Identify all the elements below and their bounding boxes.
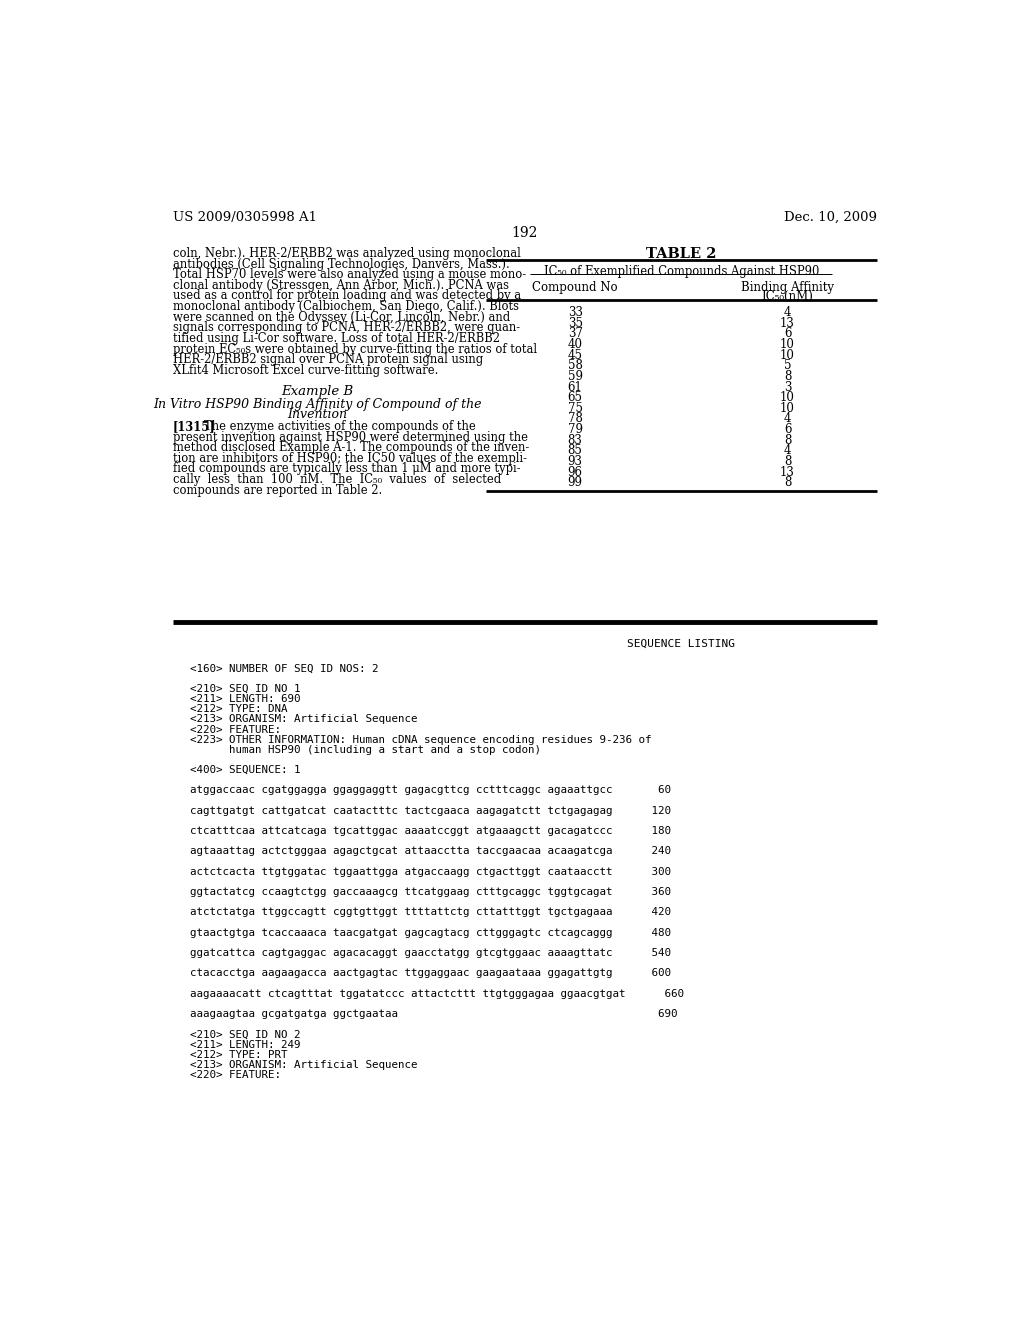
Text: ggatcattca cagtgaggac agacacaggt gaacctatgg gtcgtggaac aaaagttatc      540: ggatcattca cagtgaggac agacacaggt gaaccta… bbox=[190, 948, 671, 958]
Text: Dec. 10, 2009: Dec. 10, 2009 bbox=[783, 211, 877, 224]
Text: 13: 13 bbox=[780, 466, 795, 479]
Text: human HSP90 (including a start and a stop codon): human HSP90 (including a start and a sto… bbox=[190, 744, 541, 755]
Text: HER-2/ERBB2 signal over PCNA protein signal using: HER-2/ERBB2 signal over PCNA protein sig… bbox=[173, 354, 483, 366]
Text: <220> FEATURE:: <220> FEATURE: bbox=[190, 1071, 281, 1080]
Text: aaagaagtaa gcgatgatga ggctgaataa                                        690: aaagaagtaa gcgatgatga ggctgaataa 690 bbox=[190, 1008, 678, 1019]
Text: TABLE 2: TABLE 2 bbox=[646, 247, 717, 261]
Text: clonal antibody (Stressgen, Ann Arbor, Mich.). PCNA was: clonal antibody (Stressgen, Ann Arbor, M… bbox=[173, 279, 509, 292]
Text: IC₅₀ of Exemplified Compounds Against HSP90: IC₅₀ of Exemplified Compounds Against HS… bbox=[544, 265, 819, 279]
Text: The enzyme activities of the compounds of the: The enzyme activities of the compounds o… bbox=[204, 420, 476, 433]
Text: 45: 45 bbox=[567, 348, 583, 362]
Text: 37: 37 bbox=[567, 327, 583, 341]
Text: 61: 61 bbox=[567, 380, 583, 393]
Text: compounds are reported in Table 2.: compounds are reported in Table 2. bbox=[173, 483, 382, 496]
Text: Example B: Example B bbox=[281, 385, 353, 399]
Text: coln, Nebr.). HER-2/ERBB2 was analyzed using monoclonal: coln, Nebr.). HER-2/ERBB2 was analyzed u… bbox=[173, 247, 521, 260]
Text: 192: 192 bbox=[512, 226, 538, 240]
Text: 10: 10 bbox=[780, 338, 795, 351]
Text: ctcatttcaa attcatcaga tgcattggac aaaatccggt atgaaagctt gacagatccc      180: ctcatttcaa attcatcaga tgcattggac aaaatcc… bbox=[190, 826, 671, 836]
Text: 40: 40 bbox=[567, 338, 583, 351]
Text: signals corresponding to PCNA, HER-2/ERBB2, were quan-: signals corresponding to PCNA, HER-2/ERB… bbox=[173, 321, 520, 334]
Text: <400> SEQUENCE: 1: <400> SEQUENCE: 1 bbox=[190, 766, 300, 775]
Text: 10: 10 bbox=[780, 348, 795, 362]
Text: 8: 8 bbox=[783, 434, 792, 446]
Text: 10: 10 bbox=[780, 401, 795, 414]
Text: 3: 3 bbox=[783, 380, 792, 393]
Text: atctctatga ttggccagtt cggtgttggt ttttattctg cttatttggt tgctgagaaa      420: atctctatga ttggccagtt cggtgttggt ttttatt… bbox=[190, 907, 671, 917]
Text: [1315]: [1315] bbox=[173, 420, 216, 433]
Text: XLfit4 Microsoft Excel curve-fitting software.: XLfit4 Microsoft Excel curve-fitting sof… bbox=[173, 364, 438, 376]
Text: cagttgatgt cattgatcat caatactttc tactcgaaca aagagatctt tctgagagag      120: cagttgatgt cattgatcat caatactttc tactcga… bbox=[190, 805, 671, 816]
Text: In Vitro HSP90 Binding Affinity of Compound of the: In Vitro HSP90 Binding Affinity of Compo… bbox=[153, 397, 481, 411]
Text: ctacacctga aagaagacca aactgagtac ttggaggaac gaagaataaa ggagattgtg      600: ctacacctga aagaagacca aactgagtac ttggagg… bbox=[190, 969, 671, 978]
Text: 8: 8 bbox=[783, 455, 792, 469]
Text: IC₅₀(nM): IC₅₀(nM) bbox=[762, 290, 813, 304]
Text: 78: 78 bbox=[567, 412, 583, 425]
Text: 58: 58 bbox=[567, 359, 583, 372]
Text: <210> SEQ ID NO 1: <210> SEQ ID NO 1 bbox=[190, 684, 300, 694]
Text: were scanned on the Odyssey (Li-Cor, Lincoln, Nebr.) and: were scanned on the Odyssey (Li-Cor, Lin… bbox=[173, 310, 510, 323]
Text: used as a control for protein loading and was detected by a: used as a control for protein loading an… bbox=[173, 289, 521, 302]
Text: <211> LENGTH: 249: <211> LENGTH: 249 bbox=[190, 1040, 300, 1049]
Text: 4: 4 bbox=[783, 412, 792, 425]
Text: present invention against HSP90 were determined using the: present invention against HSP90 were det… bbox=[173, 430, 528, 444]
Text: <160> NUMBER OF SEQ ID NOS: 2: <160> NUMBER OF SEQ ID NOS: 2 bbox=[190, 664, 379, 673]
Text: cally  less  than  100  nM.  The  IC₅₀  values  of  selected: cally less than 100 nM. The IC₅₀ values … bbox=[173, 473, 501, 486]
Text: aagaaaacatt ctcagtttat tggatatccc attactcttt ttgtgggagaa ggaacgtgat      660: aagaaaacatt ctcagtttat tggatatccc attact… bbox=[190, 989, 684, 999]
Text: 6: 6 bbox=[783, 327, 792, 341]
Text: 13: 13 bbox=[780, 317, 795, 330]
Text: <212> TYPE: PRT: <212> TYPE: PRT bbox=[190, 1049, 288, 1060]
Text: 99: 99 bbox=[567, 477, 583, 490]
Text: Compound No: Compound No bbox=[532, 281, 618, 294]
Text: <211> LENGTH: 690: <211> LENGTH: 690 bbox=[190, 694, 300, 704]
Text: 83: 83 bbox=[567, 434, 583, 446]
Text: <213> ORGANISM: Artificial Sequence: <213> ORGANISM: Artificial Sequence bbox=[190, 714, 418, 725]
Text: Invention: Invention bbox=[287, 408, 347, 421]
Text: <220> FEATURE:: <220> FEATURE: bbox=[190, 725, 281, 734]
Text: tified using Li-Cor software. Loss of total HER-2/ERBB2: tified using Li-Cor software. Loss of to… bbox=[173, 331, 500, 345]
Text: 6: 6 bbox=[783, 424, 792, 436]
Text: SEQUENCE LISTING: SEQUENCE LISTING bbox=[628, 639, 735, 649]
Text: Total HSP70 levels were also analyzed using a mouse mono-: Total HSP70 levels were also analyzed us… bbox=[173, 268, 526, 281]
Text: gtaactgtga tcaccaaaca taacgatgat gagcagtacg cttgggagtc ctcagcaggg      480: gtaactgtga tcaccaaaca taacgatgat gagcagt… bbox=[190, 928, 671, 937]
Text: 79: 79 bbox=[567, 424, 583, 436]
Text: 4: 4 bbox=[783, 445, 792, 457]
Text: antibodies (Cell Signaling Technologies, Danvers, Mass.).: antibodies (Cell Signaling Technologies,… bbox=[173, 257, 510, 271]
Text: fied compounds are typically less than 1 μM and more typi-: fied compounds are typically less than 1… bbox=[173, 462, 520, 475]
Text: 59: 59 bbox=[567, 370, 583, 383]
Text: 10: 10 bbox=[780, 391, 795, 404]
Text: 35: 35 bbox=[567, 317, 583, 330]
Text: <212> TYPE: DNA: <212> TYPE: DNA bbox=[190, 704, 288, 714]
Text: US 2009/0305998 A1: US 2009/0305998 A1 bbox=[173, 211, 317, 224]
Text: tion are inhibitors of HSP90; the IC50 values of the exempli-: tion are inhibitors of HSP90; the IC50 v… bbox=[173, 451, 527, 465]
Text: actctcacta ttgtggatac tggaattgga atgaccaagg ctgacttggt caataacctt      300: actctcacta ttgtggatac tggaattgga atgacca… bbox=[190, 867, 671, 876]
Text: 96: 96 bbox=[567, 466, 583, 479]
Text: 8: 8 bbox=[783, 370, 792, 383]
Text: <213> ORGANISM: Artificial Sequence: <213> ORGANISM: Artificial Sequence bbox=[190, 1060, 418, 1071]
Text: 33: 33 bbox=[567, 306, 583, 319]
Text: 5: 5 bbox=[783, 359, 792, 372]
Text: monoclonal antibody (Calbiochem, San Diego, Calif.). Blots: monoclonal antibody (Calbiochem, San Die… bbox=[173, 300, 519, 313]
Text: <210> SEQ ID NO 2: <210> SEQ ID NO 2 bbox=[190, 1030, 300, 1039]
Text: ggtactatcg ccaagtctgg gaccaaagcg ttcatggaag ctttgcaggc tggtgcagat      360: ggtactatcg ccaagtctgg gaccaaagcg ttcatgg… bbox=[190, 887, 671, 898]
Text: 65: 65 bbox=[567, 391, 583, 404]
Text: Binding Affinity: Binding Affinity bbox=[741, 281, 834, 294]
Text: protein EC₅₀s were obtained by curve-fitting the ratios of total: protein EC₅₀s were obtained by curve-fit… bbox=[173, 343, 537, 355]
Text: method disclosed Example A-1. The compounds of the inven-: method disclosed Example A-1. The compou… bbox=[173, 441, 529, 454]
Text: <223> OTHER INFORMATION: Human cDNA sequence encoding residues 9-236 of: <223> OTHER INFORMATION: Human cDNA sequ… bbox=[190, 735, 651, 744]
Text: 4: 4 bbox=[783, 306, 792, 319]
Text: 93: 93 bbox=[567, 455, 583, 469]
Text: 85: 85 bbox=[567, 445, 583, 457]
Text: atggaccaac cgatggagga ggaggaggtt gagacgttcg cctttcaggc agaaattgcc       60: atggaccaac cgatggagga ggaggaggtt gagacgt… bbox=[190, 785, 671, 796]
Text: agtaaattag actctgggaa agagctgcat attaacctta taccgaacaa acaagatcga      240: agtaaattag actctgggaa agagctgcat attaacc… bbox=[190, 846, 671, 857]
Text: 8: 8 bbox=[783, 477, 792, 490]
Text: 75: 75 bbox=[567, 401, 583, 414]
